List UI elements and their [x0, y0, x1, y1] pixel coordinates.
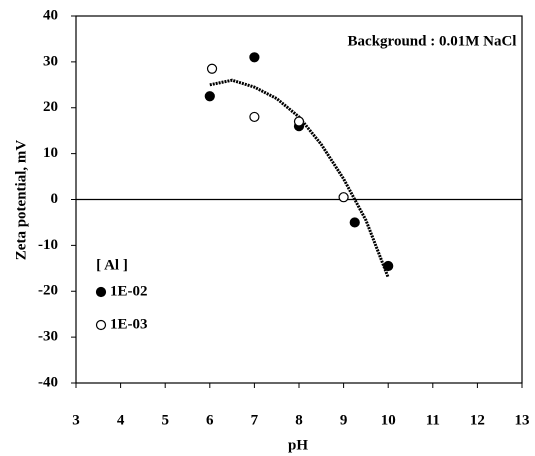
legend-label: 1E-03	[110, 316, 148, 332]
legend-marker	[95, 319, 107, 331]
x-tick-label: 13	[515, 412, 530, 428]
y-tick-label: -10	[38, 237, 58, 253]
point	[293, 116, 305, 127]
x-tick-label: 6	[206, 412, 214, 428]
y-tick-label: 0	[51, 191, 59, 207]
x-tick-label: 4	[117, 412, 125, 428]
legend-marker	[95, 286, 107, 298]
y-tick-label: -30	[38, 329, 58, 345]
point	[204, 91, 215, 102]
annotation: Background : 0.01M NaCl	[348, 33, 517, 49]
x-tick-label: 9	[340, 412, 348, 428]
x-tick-label: 8	[295, 412, 303, 428]
legend-label: 1E-02	[110, 283, 148, 299]
x-tick-label: 5	[161, 412, 169, 428]
y-tick-label: 30	[43, 53, 58, 69]
point	[249, 52, 260, 63]
x-tick-label: 12	[470, 412, 485, 428]
y-tick-label: 10	[43, 145, 58, 161]
point	[338, 192, 349, 203]
x-axis-label: pH	[288, 437, 308, 453]
y-tick-label: -40	[38, 374, 58, 390]
point	[249, 111, 260, 123]
x-tick-label: 7	[251, 412, 259, 428]
y-axis-label: Zeta potential, mV	[13, 140, 29, 261]
y-tick-label: 20	[43, 99, 58, 115]
x-tick-label: 11	[426, 412, 440, 428]
fit-curve	[209, 78, 390, 279]
legend-title: [ Al ]	[96, 257, 128, 273]
y-tick-label: 40	[43, 7, 58, 23]
point	[349, 217, 360, 228]
point	[383, 260, 394, 272]
x-tick-label: 10	[381, 412, 396, 428]
x-tick-label: 3	[72, 412, 80, 428]
y-tick-label: -20	[38, 283, 58, 299]
point	[206, 63, 218, 74]
